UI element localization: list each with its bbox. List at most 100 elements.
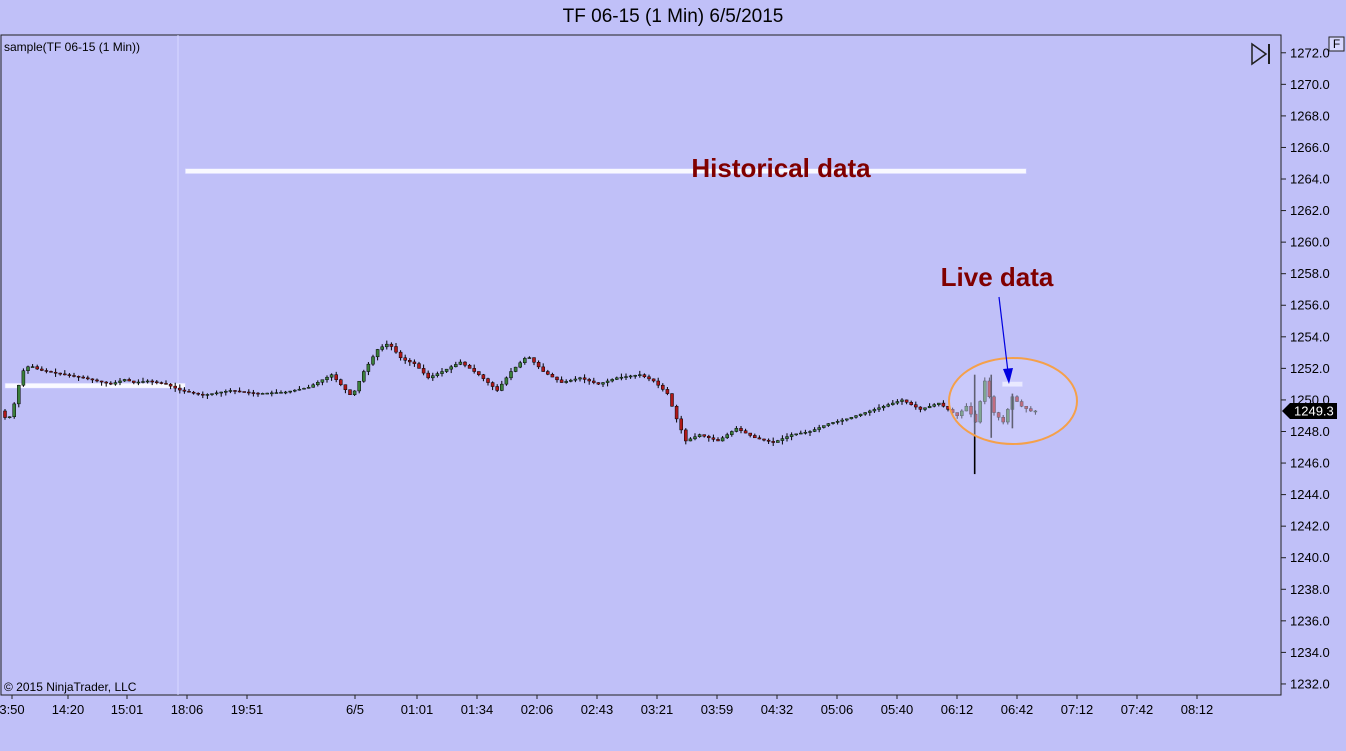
candle-body <box>592 380 596 383</box>
candle-body <box>362 371 366 382</box>
candle-body <box>49 371 53 373</box>
y-tick-label: 1266.0 <box>1290 140 1330 155</box>
candle-body <box>633 375 637 377</box>
y-tick-label: 1234.0 <box>1290 645 1330 660</box>
y-tick-label: 1236.0 <box>1290 613 1330 628</box>
candle-body <box>541 366 545 372</box>
candle-body <box>1029 408 1033 412</box>
candle-body <box>546 371 550 375</box>
candle-body <box>53 371 58 374</box>
candle-body <box>449 366 453 370</box>
candle-body <box>3 410 7 418</box>
candle-body <box>960 410 964 416</box>
candle-body <box>481 374 486 379</box>
candle-body <box>771 441 775 443</box>
candle-body <box>67 374 72 376</box>
last-price-label: 1249.3 <box>1294 403 1334 418</box>
candle-body <box>352 390 357 396</box>
candle-body <box>808 431 812 433</box>
candle-body <box>555 376 559 381</box>
scroll-to-end-icon[interactable] <box>1251 42 1270 66</box>
candle-body <box>881 405 886 409</box>
candle-body <box>205 394 210 396</box>
candle-body <box>1024 405 1028 409</box>
x-tick-label: 05:06 <box>821 702 854 717</box>
candle-body <box>99 380 104 383</box>
candle-body <box>86 377 90 380</box>
candle-body <box>329 374 334 378</box>
candle-body <box>173 385 177 389</box>
candle-body <box>854 415 858 418</box>
candle-body <box>380 346 384 350</box>
candle-body <box>707 435 711 439</box>
candle-body <box>426 372 430 379</box>
candle-body <box>256 392 260 395</box>
candle-body <box>932 404 936 407</box>
copyright-text: © 2015 NinjaTrader, LLC <box>4 680 137 694</box>
candle-body <box>711 437 716 440</box>
candle-body <box>923 407 927 410</box>
candle-body <box>81 376 85 379</box>
candle-body <box>311 384 315 388</box>
y-tick-label: 1264.0 <box>1290 172 1330 187</box>
candle-body <box>647 376 651 380</box>
candle-body <box>688 438 693 442</box>
candle-body <box>283 391 288 394</box>
candle-body <box>44 370 49 372</box>
candle-body <box>21 370 26 386</box>
plot-area[interactable] <box>0 34 1282 696</box>
candle-body <box>679 418 683 431</box>
candle-body <box>339 379 343 385</box>
candle-body <box>573 378 578 381</box>
candle-body <box>628 375 633 378</box>
y-tick-label: 1240.0 <box>1290 550 1330 565</box>
candle-body <box>293 389 297 392</box>
candle-body <box>421 368 426 374</box>
candle-body <box>265 392 269 395</box>
x-tick-label: 02:06 <box>521 702 554 717</box>
candle-body <box>803 432 808 434</box>
candle-body <box>477 371 481 375</box>
candle-body <box>467 364 472 369</box>
candle-body <box>996 412 1001 418</box>
candle-body <box>26 366 30 371</box>
candle-body <box>739 428 743 431</box>
candle-body <box>35 366 39 370</box>
f-button[interactable]: F <box>1328 36 1345 52</box>
candle-body <box>743 430 748 434</box>
candle-body <box>1033 410 1038 413</box>
candle-body <box>624 376 628 378</box>
chart-title: TF 06-15 (1 Min) 6/5/2015 <box>562 6 784 27</box>
candle-body <box>840 419 844 422</box>
candle-body <box>858 413 863 416</box>
candle-body <box>941 402 946 407</box>
historical-data-label: Historical data <box>691 153 871 183</box>
candle-body <box>417 363 421 369</box>
candle-body <box>306 387 311 389</box>
last-price-marker: 1249.3 <box>1282 402 1337 419</box>
candle-body <box>812 429 817 432</box>
candle-body <box>118 380 122 383</box>
x-tick-label: 01:01 <box>401 702 434 717</box>
candle-body <box>523 358 527 364</box>
candle-body <box>725 434 729 439</box>
candle-body <box>472 368 476 372</box>
candle-body <box>895 401 900 404</box>
x-tick-label: 19:51 <box>231 702 264 717</box>
candle-body <box>297 388 302 391</box>
candle-body <box>132 380 136 383</box>
candle-body <box>509 371 513 379</box>
candle-body <box>937 402 941 405</box>
x-tick-label: 3:50 <box>0 702 25 717</box>
candle-body <box>891 402 895 405</box>
candle-body <box>1001 417 1005 423</box>
candle-body <box>900 399 904 402</box>
candle-body <box>431 375 435 379</box>
candle-body <box>463 361 467 366</box>
candle-body <box>762 438 766 441</box>
candle-body <box>214 392 219 395</box>
candle-body <box>490 382 495 387</box>
candle-body <box>817 427 821 430</box>
candle-body <box>845 418 849 421</box>
